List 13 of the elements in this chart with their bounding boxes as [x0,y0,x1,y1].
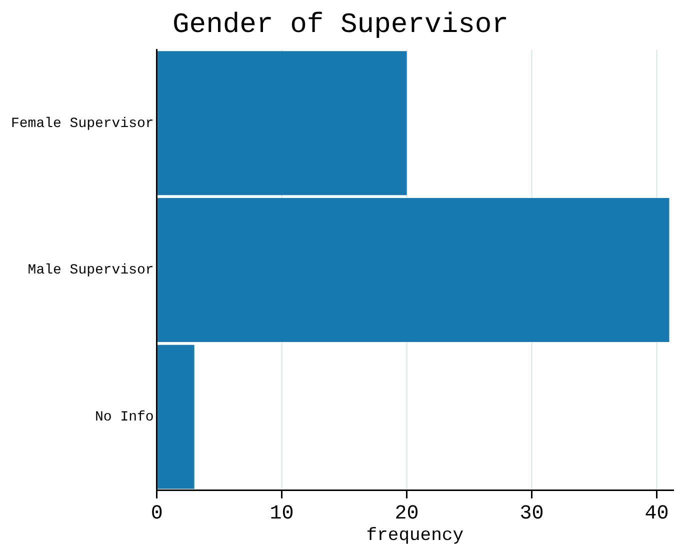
y-tick-label: Male Supervisor [28,262,154,279]
bar [158,198,670,342]
x-tick-label: 0 [150,502,163,526]
x-tick-label: 10 [270,502,294,526]
y-tick-label: No Info [95,410,154,426]
chart-title: Gender of Supervisor [172,10,509,42]
bar [158,51,407,196]
y-tick-label: Female Supervisor [10,116,154,132]
bar [158,344,194,489]
x-tick-label: 20 [394,502,419,526]
x-axis-title: frequency [366,526,464,546]
x-tick-label: 40 [644,502,669,526]
x-tick-label: 30 [520,502,544,526]
